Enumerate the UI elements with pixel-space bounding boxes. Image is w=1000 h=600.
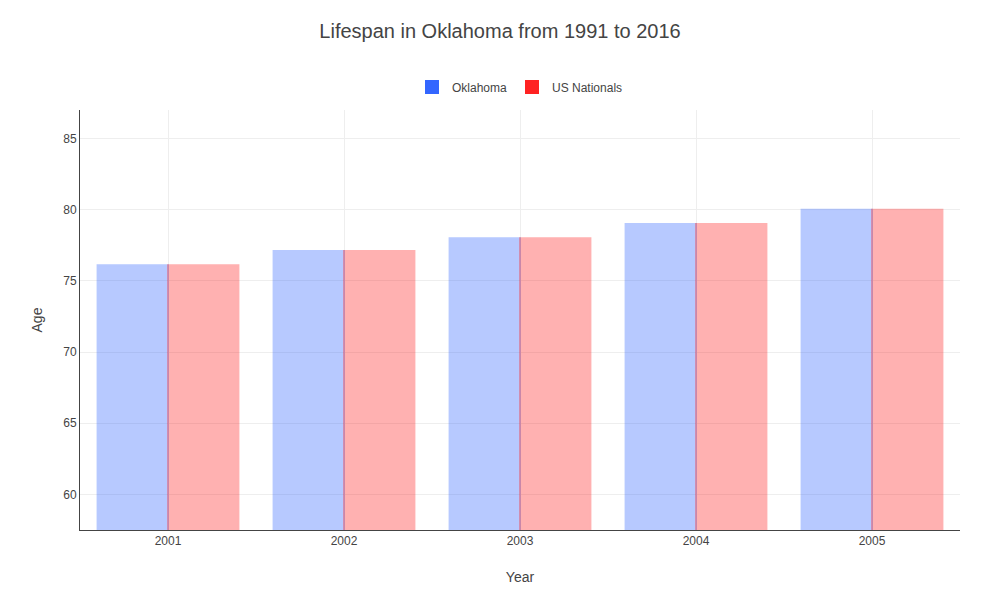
svg-text:2003: 2003: [507, 534, 534, 548]
svg-text:85: 85: [63, 132, 77, 146]
svg-text:Year: Year: [506, 569, 535, 585]
svg-text:US Nationals: US Nationals: [552, 81, 622, 95]
svg-text:80: 80: [63, 203, 77, 217]
svg-text:2002: 2002: [331, 534, 358, 548]
svg-text:2001: 2001: [155, 534, 182, 548]
svg-text:60: 60: [63, 488, 77, 502]
svg-text:2005: 2005: [859, 534, 886, 548]
svg-text:Oklahoma: Oklahoma: [452, 81, 507, 95]
svg-text:Age: Age: [29, 307, 45, 332]
svg-text:2004: 2004: [683, 534, 710, 548]
svg-text:75: 75: [63, 274, 77, 288]
svg-text:Lifespan in Oklahoma from 1991: Lifespan in Oklahoma from 1991 to 2016: [319, 20, 680, 42]
svg-text:65: 65: [63, 416, 77, 430]
svg-text:70: 70: [63, 345, 77, 359]
